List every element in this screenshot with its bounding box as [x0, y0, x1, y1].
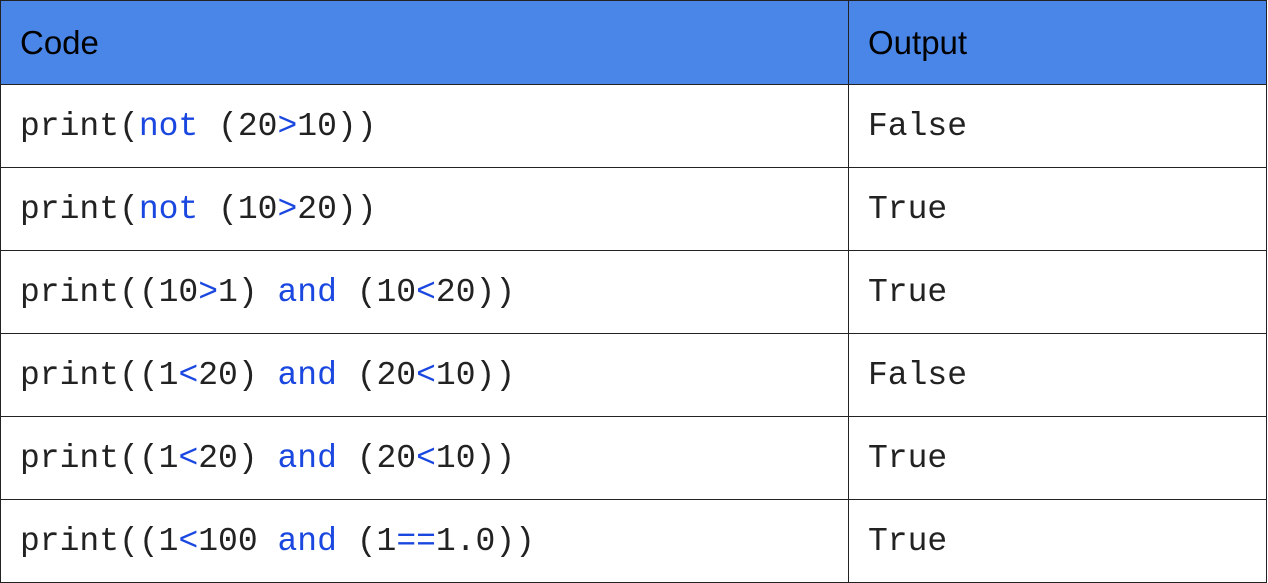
code-cell: print((1<20) and (20<10))	[0, 333, 849, 417]
table-row: print((10>1) and (10<20)) True	[0, 250, 1267, 334]
code-text: 20)	[198, 439, 278, 477]
table-row: print((1<100 and (1==1.0)) True	[0, 499, 1267, 583]
code-text: print((10	[20, 273, 199, 311]
code-keyword: and	[277, 273, 337, 311]
output-cell: True	[848, 167, 1267, 251]
code-text: (20	[198, 107, 278, 145]
output-cell: False	[848, 84, 1267, 168]
code-operator: >	[277, 107, 298, 145]
code-operator: <	[178, 356, 199, 394]
code-text: 1.0))	[435, 522, 535, 560]
code-text: print((1	[20, 439, 179, 477]
code-keyword: and	[277, 356, 337, 394]
table-body: print(not (20>10)) False print(not (10>20)…	[0, 84, 1267, 583]
code-text: 10))	[435, 356, 516, 394]
code-operator: <	[416, 439, 436, 477]
code-operator: <	[416, 273, 436, 311]
code-operator: <	[178, 522, 199, 560]
code-text: print((1	[20, 356, 179, 394]
code-keyword: and	[277, 439, 337, 477]
output-cell: True	[848, 499, 1267, 583]
code-operator: >	[277, 190, 298, 228]
header-code: Code	[0, 0, 849, 85]
table-row: print((1<20) and (20<10)) True	[0, 416, 1267, 500]
code-operator: <	[178, 439, 199, 477]
code-text: 20))	[297, 190, 377, 228]
output-cell: True	[848, 250, 1267, 334]
code-text: 1)	[218, 273, 278, 311]
table-row: print(not (10>20)) True	[0, 167, 1267, 251]
header-output: Output	[848, 0, 1267, 85]
code-text: 10))	[435, 439, 516, 477]
table-row: print(not (20>10)) False	[0, 84, 1267, 168]
code-text: (10	[198, 190, 278, 228]
code-keyword: and	[277, 522, 337, 560]
code-text: (10	[336, 273, 417, 311]
code-keyword: not	[138, 190, 199, 228]
table-row: print((1<20) and (20<10)) False	[0, 333, 1267, 417]
code-text: 100	[198, 522, 278, 560]
code-text: 20))	[435, 273, 516, 311]
code-cell: print((10>1) and (10<20))	[0, 250, 849, 334]
table-header: Code Output	[0, 0, 1267, 85]
code-operator: ==	[396, 522, 436, 560]
code-text: 20)	[198, 356, 278, 394]
output-cell: True	[848, 416, 1267, 500]
code-text: print(	[20, 107, 139, 145]
code-cell: print((1<100 and (1==1.0))	[0, 499, 849, 583]
code-operator: >	[198, 273, 219, 311]
code-keyword: not	[138, 107, 199, 145]
code-operator: <	[416, 356, 436, 394]
output-cell: False	[848, 333, 1267, 417]
code-cell: print(not (10>20))	[0, 167, 849, 251]
code-text: 10))	[297, 107, 377, 145]
code-text: print(	[20, 190, 139, 228]
header-row: Code Output	[0, 0, 1267, 85]
code-text: (20	[336, 356, 417, 394]
code-text: (20	[336, 439, 417, 477]
code-cell: print(not (20>10))	[0, 84, 849, 168]
code-text: print((1	[20, 522, 179, 560]
code-cell: print((1<20) and (20<10))	[0, 416, 849, 500]
code-text: (1	[336, 522, 397, 560]
